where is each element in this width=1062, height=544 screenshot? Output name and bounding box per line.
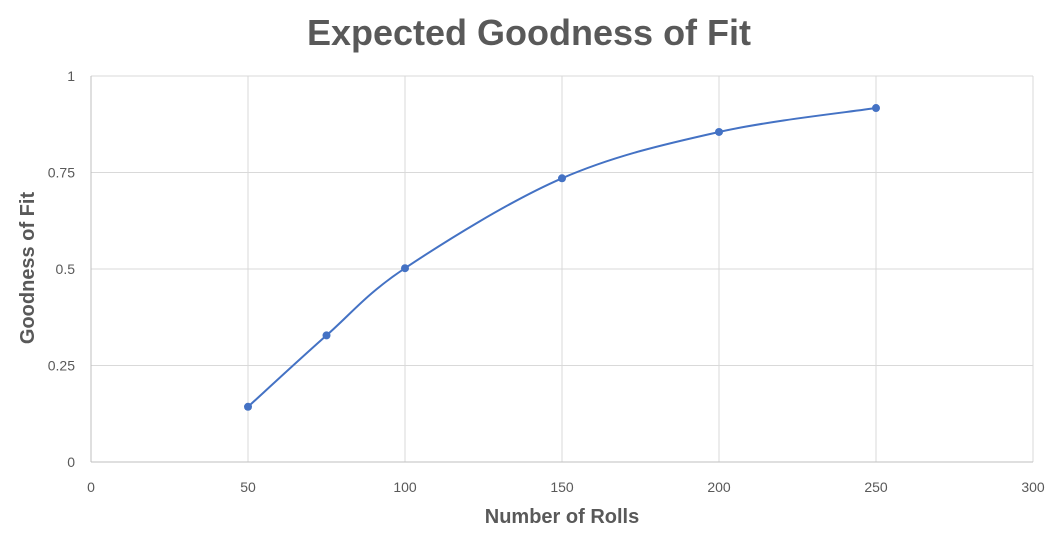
y-axis-title: Goodness of Fit [17,192,39,345]
x-tick-label: 300 [1021,479,1045,495]
data-point [322,331,331,340]
x-tick-label: 50 [240,479,256,495]
y-tick-label: 0.25 [48,358,75,374]
y-tick-label: 0.75 [48,165,75,181]
x-tick-label: 150 [550,479,574,495]
x-tick-label: 250 [864,479,888,495]
x-tick-label: 100 [393,479,417,495]
axes [90,76,1033,463]
x-tick-label: 200 [707,479,731,495]
series-layer [244,104,880,411]
data-point [715,127,723,136]
y-tick-label: 1 [67,68,75,84]
tick-labels: 0 0.25 0.5 0.75 1 0 50 100 150 200 250 300 [48,68,1045,495]
x-axis-title: Number of Rolls [485,506,639,528]
chart-title: Expected Goodness of Fit [307,12,751,53]
x-tick-label: 0 [87,479,95,495]
gridlines [91,75,1034,462]
data-point [872,104,880,113]
data-point [558,174,566,183]
y-tick-label: 0.5 [56,261,76,277]
data-point [401,264,409,273]
y-tick-label: 0 [67,454,75,470]
data-point [244,402,252,411]
